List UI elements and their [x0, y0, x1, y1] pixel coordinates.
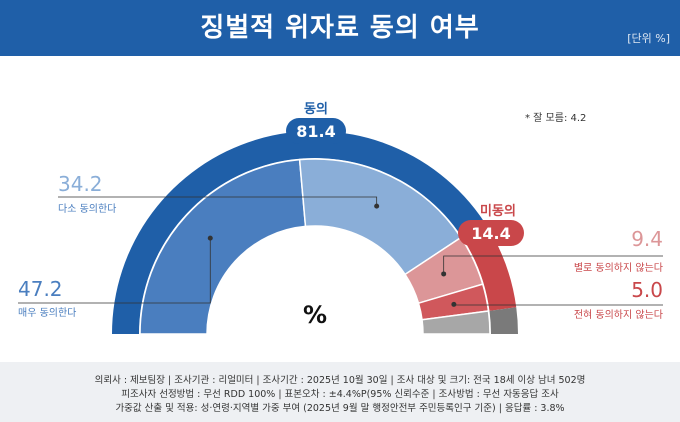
leader-somewhat-agree	[58, 196, 378, 207]
group-value-disagree: 14.4	[471, 224, 510, 243]
outer-segment-unknown	[489, 307, 518, 334]
group-label-agree: 동의	[304, 101, 328, 117]
page-title: 징벌적 위자료 동의 여부	[200, 13, 480, 43]
survey-info-footer: 의뢰사 : 제보팀장 | 조사기관 : 리얼미터 | 조사기간 : 2025년 …	[0, 362, 680, 422]
category-label-somewhat-agree: 다소 동의한다	[58, 203, 116, 215]
inner-segment-unknown	[421, 310, 491, 335]
center-percent-symbol: %	[303, 301, 327, 329]
outer-segment-agree	[112, 131, 485, 334]
leader-not-much-agree	[443, 255, 663, 274]
header-bar	[0, 0, 680, 56]
category-label-not-at-all-agree: 전혀 동의하지 않는다	[574, 308, 663, 321]
leader-lines	[18, 196, 663, 307]
survey-info-line-3: 가중값 산출 및 적용: 성·연령·지역별 가중 부여 (2025년 9월 말 …	[115, 403, 565, 414]
survey-info-line-1: 의뢰사 : 제보팀장 | 조사기관 : 리얼미터 | 조사기간 : 2025년 …	[94, 375, 586, 386]
leader-very-agree-dot	[207, 235, 213, 241]
group-badge-disagree	[458, 220, 524, 246]
value-label-not-much-agree: 9.4	[631, 227, 663, 251]
survey-info-line-2: 피조사자 선정방법 : 무선 RDD 100% | 표본오차 : ±4.4%P(…	[121, 389, 559, 400]
note-unknown: * 잘 모름: 4.2	[525, 112, 586, 124]
leader-not-much-agree-dot	[441, 271, 447, 277]
group-badge-agree	[286, 118, 346, 144]
group-label-disagree: 미동의	[480, 203, 516, 219]
group-value-agree: 81.4	[296, 122, 335, 141]
value-label-not-at-all-agree: 5.0	[631, 278, 663, 302]
leader-somewhat-agree-dot	[374, 203, 380, 209]
unit-label: [단위 %]	[627, 32, 670, 45]
category-label-very-agree: 매우 동의한다	[18, 307, 76, 319]
leader-very-agree	[18, 238, 211, 304]
value-label-very-agree: 47.2	[18, 277, 63, 301]
inner-segment-very-agree	[139, 158, 307, 335]
leader-not-at-all-agree-dot	[451, 301, 457, 307]
semicircle-chart: * 잘 모름: 4.2 동의 81.4 미동의 14.4 47.2 매우 동의한…	[18, 101, 663, 335]
category-label-not-much-agree: 별로 동의하지 않는다	[574, 261, 663, 274]
value-label-somewhat-agree: 34.2	[58, 172, 103, 196]
